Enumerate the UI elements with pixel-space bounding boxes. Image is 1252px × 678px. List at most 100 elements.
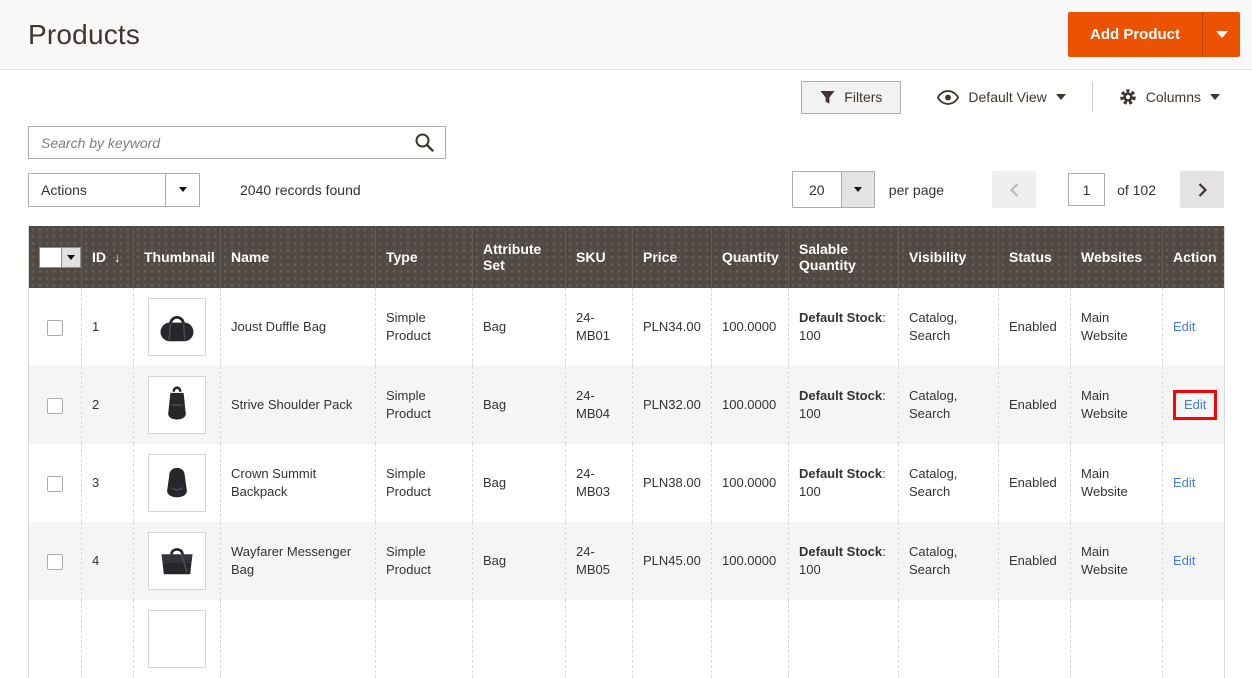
column-header-visibility[interactable]: Visibility: [898, 226, 999, 288]
edit-link[interactable]: Edit: [1173, 319, 1196, 335]
cell-attribute-set: [472, 600, 566, 678]
edit-link[interactable]: Edit: [1173, 553, 1196, 569]
add-product-label[interactable]: Add Product: [1090, 26, 1180, 43]
edit-link[interactable]: Edit: [1173, 475, 1196, 491]
cell-quantity: [711, 600, 789, 678]
cell-id: 1: [81, 288, 134, 366]
cell-salable-quantity: Default Stock: 100: [788, 366, 899, 444]
page-header: Products Add Product: [0, 0, 1252, 70]
column-header-salable-quantity[interactable]: Salable Quantity: [788, 226, 899, 288]
cell-quantity: 100.0000: [711, 444, 789, 522]
chevron-left-icon: [1009, 182, 1018, 197]
column-header-sku[interactable]: SKU: [565, 226, 633, 288]
row-checkbox[interactable]: [47, 319, 63, 336]
cell-websites: Main Website: [1070, 444, 1163, 522]
backpack-image: [167, 467, 187, 498]
search-row: [28, 126, 1224, 159]
filters-button[interactable]: Filters: [801, 80, 902, 114]
cell-type: Simple Product: [375, 288, 473, 366]
per-page-select[interactable]: 20: [791, 171, 875, 208]
caret-down-icon: [1210, 94, 1220, 100]
cell-salable-quantity: Default Stock: 100: [788, 522, 899, 600]
table-row: [29, 600, 1225, 678]
cell-salable-quantity: [788, 600, 899, 678]
column-header-price[interactable]: Price: [632, 226, 712, 288]
row-checkbox[interactable]: [47, 553, 63, 570]
cell-visibility: [898, 600, 999, 678]
cell-price: PLN45.00: [632, 522, 712, 600]
cell-name: [220, 600, 376, 678]
column-header-status[interactable]: Status: [998, 226, 1071, 288]
cell-attribute-set: Bag: [472, 444, 566, 522]
column-header-quantity[interactable]: Quantity: [711, 226, 789, 288]
caret-down-icon: [178, 187, 187, 192]
column-header-id[interactable]: ID ↓: [81, 226, 134, 288]
cell-id: 4: [81, 522, 134, 600]
view-label: Default View: [968, 89, 1047, 105]
page-title: Products: [28, 18, 141, 50]
view-switcher[interactable]: Default View: [931, 89, 1071, 105]
cell-sku: 24-MB04: [565, 366, 633, 444]
table-row: 1 Joust Duffle Bag Simple Product Bag 24-MB0…: [29, 288, 1225, 366]
current-page-input[interactable]: [1068, 173, 1106, 206]
select-all-dropdown[interactable]: [39, 246, 81, 268]
actions-caret[interactable]: [165, 173, 199, 206]
cell-salable-quantity: Default Stock: 100: [788, 288, 899, 366]
sort-desc-icon: ↓: [114, 250, 121, 265]
add-product-button[interactable]: Add Product: [1068, 12, 1240, 57]
cell-visibility: Catalog, Search: [898, 288, 999, 366]
edit-link[interactable]: Edit: [1184, 397, 1207, 413]
prev-page-button[interactable]: [992, 171, 1037, 208]
cell-name: Crown Summit Backpack: [220, 444, 376, 522]
search-input[interactable]: [29, 127, 445, 158]
column-header-attribute-set[interactable]: Attribute Set: [472, 226, 566, 288]
table-row: 4 Wayfarer Messenger Bag Simple Product Bag…: [28, 522, 1225, 600]
cell-thumbnail: [133, 600, 221, 678]
add-product-split-toggle[interactable]: [1202, 12, 1240, 57]
cell-id: 3: [81, 444, 134, 522]
cell-price: PLN38.00: [632, 444, 712, 522]
column-header-websites[interactable]: Websites: [1070, 226, 1163, 288]
per-page-caret[interactable]: [840, 172, 874, 207]
messenger-bag-image: [161, 548, 193, 575]
row-checkbox[interactable]: [47, 397, 63, 414]
cell-thumbnail: [133, 288, 221, 366]
cell-status: Enabled: [998, 522, 1071, 600]
highlight-annotation: Edit: [1173, 390, 1218, 420]
cell-type: Simple Product: [375, 522, 473, 600]
funnel-icon: [820, 90, 835, 104]
grid-header-row: ID ↓ Thumbnail Name Type Attribute Set SKU Pric…: [28, 226, 1225, 288]
controls-row: Actions 2040 records found 20 per page o…: [28, 171, 1224, 208]
next-page-button[interactable]: [1180, 171, 1224, 208]
table-row: 2 Strive Shoulder Pack Simple Product Bag 24…: [28, 366, 1225, 444]
product-thumbnail: [148, 454, 206, 512]
cell-websites: Main Website: [1070, 522, 1163, 600]
caret-down-icon[interactable]: [61, 247, 80, 267]
search-submit-button[interactable]: [411, 131, 437, 155]
mass-actions-select[interactable]: Actions: [28, 172, 200, 207]
magnifier-icon: [415, 133, 434, 152]
cell-websites: Main Website: [1070, 288, 1163, 366]
toolbar-divider: [1091, 82, 1093, 112]
cell-price: [632, 600, 712, 678]
cell-name: Wayfarer Messenger Bag: [220, 522, 376, 600]
chevron-right-icon: [1198, 182, 1207, 197]
row-checkbox[interactable]: [47, 475, 63, 492]
column-header-thumbnail[interactable]: Thumbnail: [133, 226, 221, 288]
cell-quantity: 100.0000: [711, 366, 789, 444]
column-header-action[interactable]: Action: [1162, 226, 1225, 288]
cell-thumbnail: [133, 366, 221, 444]
cell-type: Simple Product: [375, 444, 473, 522]
select-all-checkbox[interactable]: [40, 247, 61, 267]
cell-quantity: 100.0000: [711, 522, 789, 600]
column-header-type[interactable]: Type: [375, 226, 473, 288]
cell-action: Edit: [1162, 288, 1225, 366]
cell-sku: 24-MB01: [565, 288, 633, 366]
cell-status: Enabled: [998, 366, 1071, 444]
column-header-name[interactable]: Name: [220, 226, 376, 288]
columns-control[interactable]: Columns: [1113, 88, 1226, 106]
grid-toolbar: Filters Default View Columns: [0, 80, 1226, 114]
cell-attribute-set: Bag: [472, 366, 566, 444]
table-row: 3 Crown Summit Backpack Simple Product Bag 2…: [29, 444, 1225, 522]
cell-quantity: 100.0000: [711, 288, 789, 366]
